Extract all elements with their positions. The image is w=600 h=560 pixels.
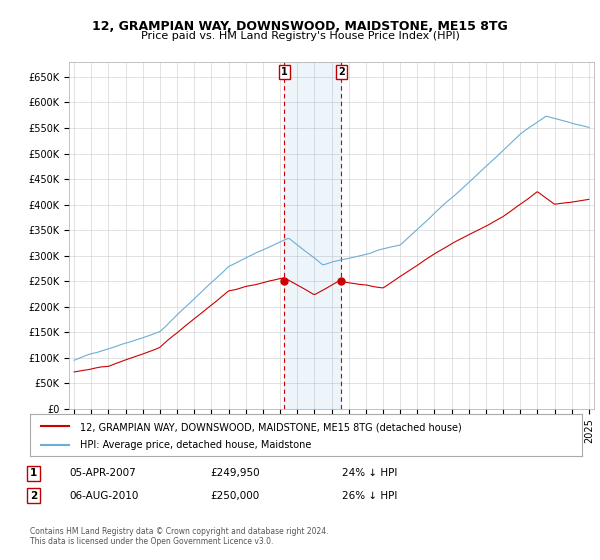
Text: 12, GRAMPIAN WAY, DOWNSWOOD, MAIDSTONE, ME15 8TG (detached house): 12, GRAMPIAN WAY, DOWNSWOOD, MAIDSTONE, … (80, 422, 461, 432)
Bar (284, 62, 341, 409)
Text: 12, GRAMPIAN WAY, DOWNSWOOD, MAIDSTONE, ME15 8TG: 12, GRAMPIAN WAY, DOWNSWOOD, MAIDSTONE, … (92, 20, 508, 32)
Text: £250,000: £250,000 (210, 491, 259, 501)
Text: 06-AUG-2010: 06-AUG-2010 (69, 491, 139, 501)
Text: 05-APR-2007: 05-APR-2007 (69, 468, 136, 478)
Text: 2: 2 (338, 67, 345, 77)
Text: 24% ↓ HPI: 24% ↓ HPI (342, 468, 397, 478)
Text: Price paid vs. HM Land Registry's House Price Index (HPI): Price paid vs. HM Land Registry's House … (140, 31, 460, 41)
Text: 2: 2 (30, 491, 37, 501)
Text: Contains HM Land Registry data © Crown copyright and database right 2024.
This d: Contains HM Land Registry data © Crown c… (30, 526, 329, 546)
Text: £249,950: £249,950 (210, 468, 260, 478)
Text: 1: 1 (30, 468, 37, 478)
Text: 1: 1 (281, 67, 287, 77)
Text: 26% ↓ HPI: 26% ↓ HPI (342, 491, 397, 501)
Text: HPI: Average price, detached house, Maidstone: HPI: Average price, detached house, Maid… (80, 441, 311, 450)
